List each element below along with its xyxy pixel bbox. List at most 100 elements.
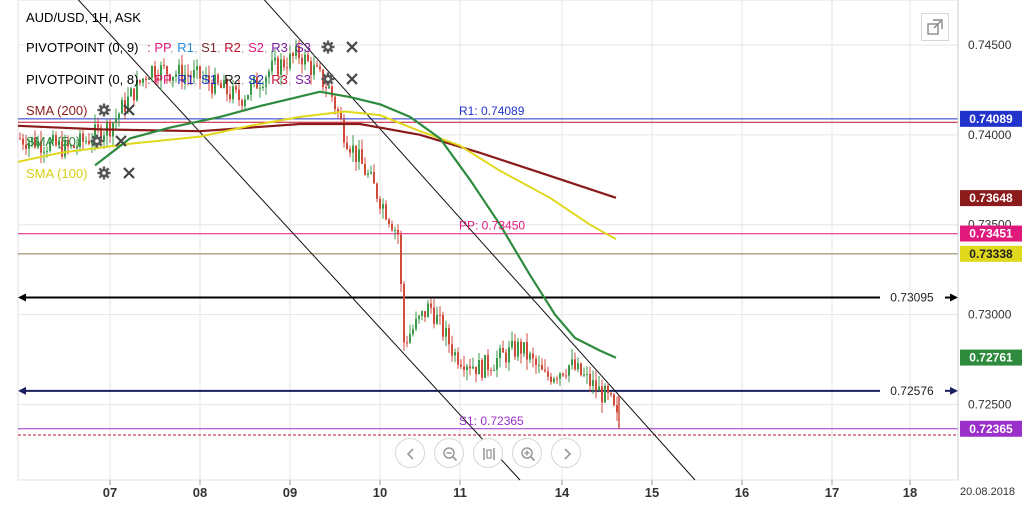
price-badge	[960, 245, 1022, 262]
zoom-out-button[interactable]	[434, 438, 464, 468]
chevron-left-icon	[406, 448, 414, 460]
candle-body	[415, 318, 417, 330]
candle-body	[541, 364, 543, 370]
zoom-in-icon	[521, 447, 536, 462]
candle-body	[247, 94, 249, 100]
candle-body	[481, 360, 483, 378]
candle-body	[160, 65, 162, 81]
candle-body	[538, 364, 540, 366]
candle-body	[49, 141, 51, 151]
gear-icon[interactable]	[97, 166, 111, 180]
candle-body	[145, 78, 147, 80]
indicator-name: SMA (100)	[26, 166, 88, 181]
price-badge	[960, 110, 1022, 127]
candle-body	[373, 172, 375, 184]
legend-pp: PP	[154, 72, 170, 87]
candle-body	[319, 66, 321, 70]
close-icon[interactable]	[122, 104, 135, 116]
candle-body	[97, 124, 99, 128]
candle-body	[226, 80, 228, 95]
scroll-left-button[interactable]	[395, 438, 425, 468]
price-badge-label: 0.74089	[969, 112, 1013, 126]
gear-icon[interactable]	[90, 134, 104, 148]
legend-pivot-9: PIVOTPOINT (0, 9) : PP, R1, S1, R2, S2, …	[26, 40, 359, 55]
legend-sma-50: SMA (50)	[26, 134, 128, 149]
candle-body	[211, 83, 213, 94]
price-badge	[960, 225, 1022, 242]
candle-body	[40, 141, 42, 153]
candle-body	[283, 59, 285, 68]
horizontal-line-label: 0.73095	[890, 291, 934, 305]
x-tick-label: 14	[555, 485, 570, 500]
candle-body	[55, 135, 57, 146]
gear-icon[interactable]	[321, 40, 335, 54]
x-tick-label: 17	[825, 485, 839, 500]
scroll-right-button[interactable]	[551, 438, 581, 468]
y-tick-label: 0.74500	[968, 38, 1012, 52]
candle-body	[199, 66, 201, 79]
candle-body	[115, 118, 117, 123]
candle-body	[94, 124, 96, 142]
line-labels: R1: 0.74089 PP: 0.73450 S1: 0.72365 0.73095…	[459, 104, 934, 428]
candle-body	[265, 77, 267, 87]
candle-body	[289, 53, 291, 69]
close-icon[interactable]	[346, 41, 359, 53]
popout-icon	[927, 19, 943, 35]
candle-body	[499, 348, 501, 358]
candle-body	[532, 353, 534, 359]
trend-line-upper	[263, 0, 696, 481]
candle-body	[364, 163, 366, 175]
candle-body	[253, 76, 255, 84]
x-tick-label: 11	[453, 485, 467, 500]
candle-body	[184, 74, 186, 83]
candle-body	[505, 352, 507, 363]
candle-body	[517, 341, 519, 357]
candle-body	[304, 54, 306, 65]
zoom-in-button[interactable]	[512, 438, 542, 468]
close-icon[interactable]	[346, 73, 359, 85]
candle-body	[526, 342, 528, 360]
candle-body	[214, 74, 216, 94]
candle-body	[445, 327, 447, 337]
legend-r1: R1	[177, 72, 194, 87]
candle-body	[316, 65, 318, 67]
arrow-left-icon	[18, 386, 26, 395]
candle-body	[286, 67, 288, 69]
popout-button[interactable]	[921, 13, 949, 41]
candle-body	[343, 119, 345, 143]
candle-body	[220, 83, 222, 89]
candle-body	[133, 88, 135, 101]
candle-body	[379, 198, 381, 209]
close-icon[interactable]	[115, 135, 128, 147]
candle-body	[76, 147, 78, 149]
arrow-right-icon	[950, 293, 958, 302]
price-badge-label: 0.73451	[969, 227, 1013, 241]
candle-body	[331, 86, 333, 97]
candle-body	[328, 86, 330, 89]
candle-body	[565, 375, 567, 377]
candle-body	[121, 100, 123, 114]
candle-body	[400, 234, 402, 284]
gear-icon[interactable]	[97, 103, 111, 117]
candle-body	[616, 405, 618, 413]
sma-100-line	[17, 110, 617, 240]
candle-body	[589, 373, 591, 387]
gear-icon[interactable]	[321, 72, 335, 86]
candle-body	[595, 380, 597, 391]
legend-s3: S3	[295, 72, 311, 87]
legend-s1: S1	[201, 40, 217, 55]
candle-body	[394, 229, 396, 231]
candle-body	[355, 145, 357, 162]
candle-body	[496, 357, 498, 370]
candle-body	[43, 151, 45, 153]
legend-r3: R3	[271, 40, 288, 55]
candle-body	[235, 86, 237, 90]
reset-view-button[interactable]	[473, 438, 503, 468]
price-badge	[960, 420, 1022, 437]
candle-body	[262, 86, 264, 88]
candle-body	[136, 79, 138, 101]
candle-body	[91, 141, 93, 144]
close-icon[interactable]	[122, 167, 135, 179]
candle-body	[325, 87, 327, 89]
